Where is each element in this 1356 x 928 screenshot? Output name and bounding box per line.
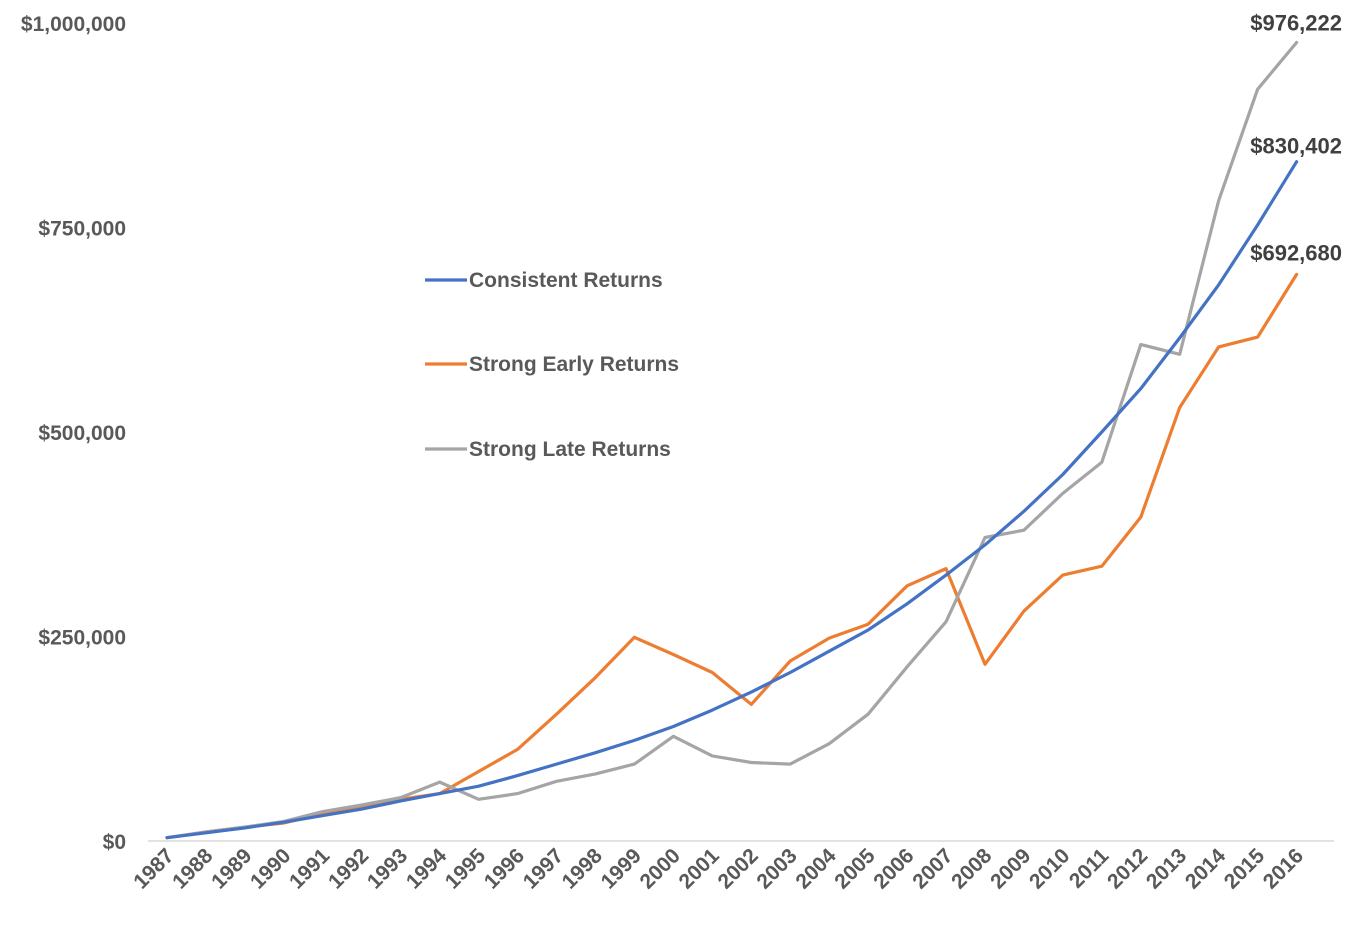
y-tick-label: $1,000,000 — [21, 13, 126, 36]
legend-label: Strong Late Returns — [469, 438, 671, 461]
x-tick-label: 1991 — [285, 844, 335, 894]
legend: Consistent Returns Strong Early Returns St… — [425, 269, 679, 461]
x-tick-label: 1997 — [519, 844, 568, 893]
x-tick-label: 2000 — [636, 844, 685, 893]
end-value-label: $692,680 — [1250, 240, 1342, 265]
y-tick-label: $500,000 — [38, 422, 126, 445]
y-tick-label: $250,000 — [38, 627, 126, 650]
x-tick-label: 2008 — [947, 844, 997, 894]
x-tick-label: 2013 — [1142, 844, 1191, 893]
x-tick-label: 2016 — [1259, 844, 1308, 893]
x-tick-label: 2012 — [1103, 844, 1152, 893]
x-tick-label: 1999 — [597, 844, 646, 893]
x-tick-label: 2011 — [1065, 844, 1114, 893]
x-tick-label: 2005 — [830, 844, 880, 894]
x-axis-ticks: 1987198819891990199119921993199419951996… — [129, 844, 1308, 894]
x-tick-label: 1992 — [324, 844, 373, 893]
x-tick-label: 1990 — [246, 844, 295, 893]
end-value-label: $976,222 — [1250, 10, 1342, 35]
end-value-labels: $976,222 $830,402 $692,680 — [1250, 10, 1342, 265]
legend-label: Strong Early Returns — [469, 353, 679, 376]
series-lines — [165, 40, 1299, 840]
x-tick-label: 1987 — [129, 844, 178, 893]
x-tick-label: 1989 — [207, 844, 256, 893]
x-tick-label: 2003 — [752, 844, 801, 893]
x-tick-label: 1988 — [168, 844, 218, 894]
x-tick-label: 1996 — [480, 844, 529, 893]
series-line-strong-early-returns — [165, 272, 1299, 840]
x-tick-label: 2007 — [908, 844, 957, 893]
x-tick-label: 2002 — [713, 844, 762, 893]
x-tick-label: 1998 — [558, 844, 608, 894]
x-tick-label: 1994 — [402, 844, 452, 894]
x-tick-label: 2009 — [986, 844, 1035, 893]
x-tick-label: 2006 — [869, 844, 918, 893]
x-tick-label: 1993 — [363, 844, 412, 893]
x-tick-label: 2001 — [675, 844, 725, 894]
x-tick-label: 2014 — [1181, 844, 1231, 894]
series-line-strong-late-returns — [165, 40, 1299, 840]
series-line-consistent-returns — [165, 160, 1299, 840]
y-axis-ticks: $0 $250,000 $500,000 $750,000 $1,000,000 — [21, 13, 126, 854]
x-tick-label: 2010 — [1025, 844, 1074, 893]
legend-label: Consistent Returns — [469, 269, 663, 292]
end-value-label: $830,402 — [1250, 134, 1342, 159]
x-tick-label: 2004 — [791, 844, 841, 894]
y-tick-label: $0 — [103, 831, 126, 854]
x-tick-label: 1995 — [441, 844, 491, 894]
y-tick-label: $750,000 — [38, 218, 126, 241]
x-tick-label: 2015 — [1220, 844, 1270, 894]
